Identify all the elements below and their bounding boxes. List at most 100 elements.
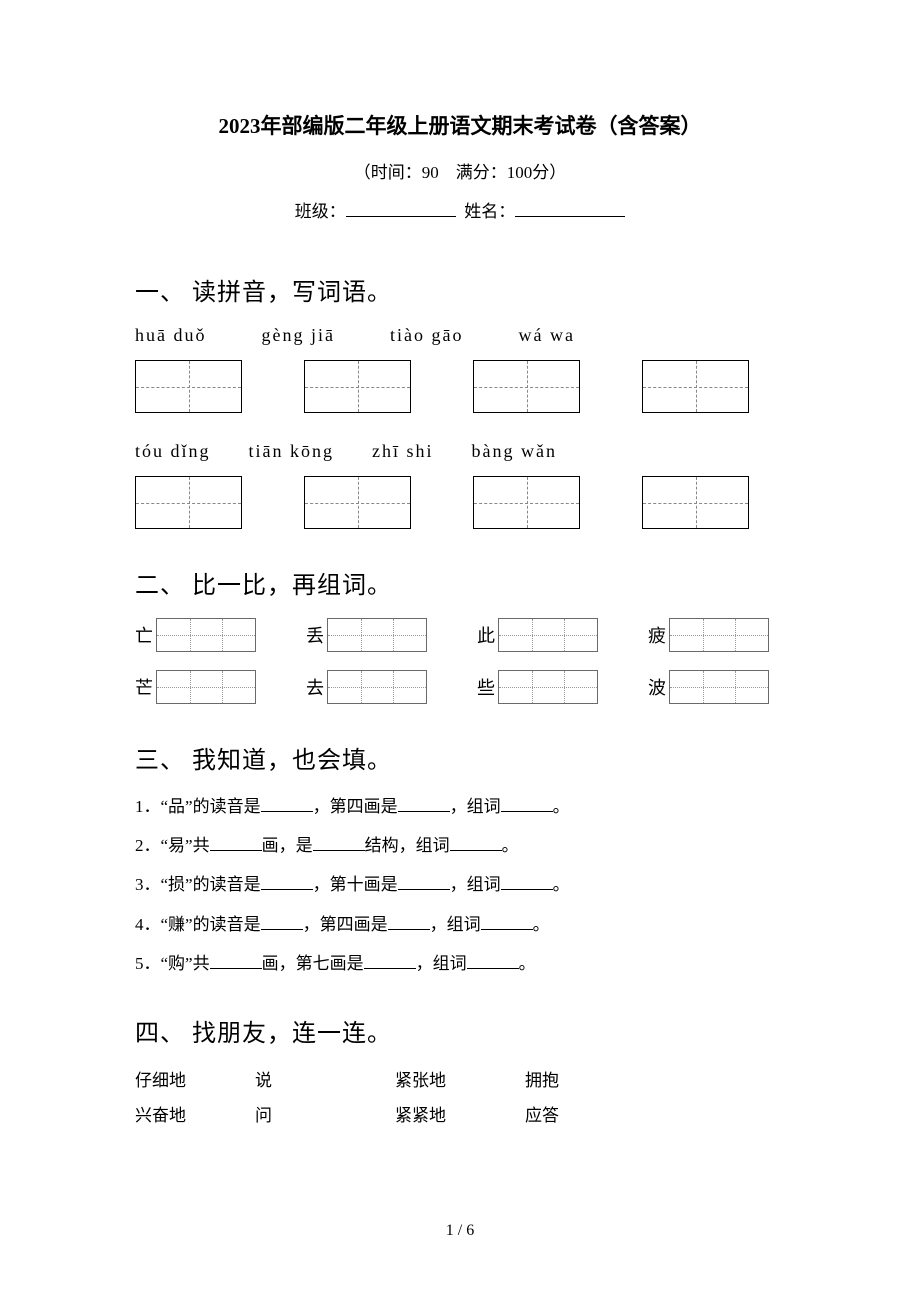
section-4: 四、 找朋友，连一连。 仔细地 说 紧张地 拥抱 兴奋地 问 紧紧地 应答 xyxy=(135,1013,785,1126)
fill-line-1: 1．“品”的读音是，第四画是，组词。 xyxy=(135,793,785,820)
blank xyxy=(388,914,430,930)
compare-item: 丢 xyxy=(306,618,427,652)
page-number: 1 / 6 xyxy=(0,1222,920,1240)
fill-line-3: 3．“损”的读音是，第十画是，组词。 xyxy=(135,871,785,898)
compare-box xyxy=(156,670,256,704)
blank xyxy=(450,835,502,851)
compare-item: 些 xyxy=(477,670,598,704)
class-label: 班级： xyxy=(295,202,346,221)
blank xyxy=(261,874,313,890)
box-row-2 xyxy=(135,476,785,529)
match-word: 问 xyxy=(255,1101,395,1126)
match-word: 紧紧地 xyxy=(395,1101,525,1126)
q-num: 1． xyxy=(135,797,161,816)
q-num: 4． xyxy=(135,915,161,934)
blank xyxy=(210,953,262,969)
q-text: 。 xyxy=(553,797,570,816)
blank xyxy=(398,796,450,812)
blank xyxy=(364,953,416,969)
compare-box xyxy=(669,618,769,652)
write-box xyxy=(135,360,242,413)
fill-line-4: 4．“赚”的读音是，第四画是，组词。 xyxy=(135,911,785,938)
write-box xyxy=(473,476,580,529)
compare-item: 疲 xyxy=(648,618,769,652)
section-1: 一、 读拼音，写词语。 huā duǒ gèng jiā tiào gāo wá… xyxy=(135,272,785,529)
q-num: 3． xyxy=(135,875,161,894)
compare-char: 些 xyxy=(477,674,495,700)
section-4-heading: 四、 找朋友，连一连。 xyxy=(135,1013,785,1048)
compare-item: 此 xyxy=(477,618,598,652)
pinyin-row-1: huā duǒ gèng jiā tiào gāo wá wa xyxy=(135,325,785,346)
write-box xyxy=(642,476,749,529)
compare-box xyxy=(327,618,427,652)
compare-row-1: 亡 丢 此 疲 xyxy=(135,618,785,652)
compare-item: 波 xyxy=(648,670,769,704)
blank xyxy=(261,914,303,930)
match-word: 说 xyxy=(255,1066,395,1091)
compare-char: 去 xyxy=(306,674,324,700)
name-label: 姓名： xyxy=(464,202,515,221)
fill-line-5: 5．“购”共画，第七画是，组词。 xyxy=(135,950,785,977)
compare-char: 波 xyxy=(648,674,666,700)
match-row-1: 仔细地 说 紧张地 拥抱 xyxy=(135,1066,785,1091)
pinyin: huā duǒ xyxy=(135,325,207,346)
q-text: 结构，组词 xyxy=(365,836,450,855)
pinyin: gèng jiā xyxy=(262,325,335,346)
compare-char: 此 xyxy=(477,622,495,648)
write-box xyxy=(304,360,411,413)
pinyin: tiān kōng xyxy=(249,441,335,462)
q-text: ，第四画是 xyxy=(313,797,398,816)
compare-item: 亡 xyxy=(135,618,256,652)
write-box xyxy=(304,476,411,529)
section-3: 三、 我知道，也会填。 1．“品”的读音是，第四画是，组词。 2．“易”共画，是… xyxy=(135,740,785,977)
q-text: ，组词 xyxy=(450,875,501,894)
compare-char: 亡 xyxy=(135,622,153,648)
box-row-1 xyxy=(135,360,785,413)
q-text: 。 xyxy=(519,954,536,973)
q-text: “品”的读音是 xyxy=(161,797,261,816)
info-line: 班级： 姓名： xyxy=(135,197,785,222)
q-text: 。 xyxy=(553,875,570,894)
pinyin: tiào gāo xyxy=(390,325,463,346)
write-box xyxy=(642,360,749,413)
section-1-heading: 一、 读拼音，写词语。 xyxy=(135,272,785,307)
section-2: 二、 比一比，再组词。 亡 丢 此 疲 芒 去 些 波 xyxy=(135,565,785,704)
compare-row-2: 芒 去 些 波 xyxy=(135,670,785,704)
compare-box xyxy=(327,670,427,704)
q-text: “购”共 xyxy=(161,954,210,973)
match-word: 兴奋地 xyxy=(135,1101,255,1126)
match-word: 紧张地 xyxy=(395,1066,525,1091)
pinyin: zhī shi xyxy=(372,441,434,462)
compare-box xyxy=(156,618,256,652)
q-text: “易”共 xyxy=(161,836,210,855)
doc-subtitle: （时间：90 满分：100分） xyxy=(135,158,785,183)
fill-line-2: 2．“易”共画，是结构，组词。 xyxy=(135,832,785,859)
compare-char: 疲 xyxy=(648,622,666,648)
pinyin: tóu dǐng xyxy=(135,441,211,462)
q-text: 。 xyxy=(533,915,550,934)
blank xyxy=(398,874,450,890)
blank xyxy=(467,953,519,969)
q-text: 。 xyxy=(502,836,519,855)
q-num: 5． xyxy=(135,954,161,973)
compare-box xyxy=(669,670,769,704)
blank xyxy=(501,874,553,890)
blank xyxy=(261,796,313,812)
q-text: ，第四画是 xyxy=(303,915,388,934)
match-row-2: 兴奋地 问 紧紧地 应答 xyxy=(135,1101,785,1126)
compare-box xyxy=(498,618,598,652)
blank xyxy=(210,835,262,851)
compare-box xyxy=(498,670,598,704)
q-text: “赚”的读音是 xyxy=(161,915,261,934)
q-num: 2． xyxy=(135,836,161,855)
q-text: “损”的读音是 xyxy=(161,875,261,894)
name-blank xyxy=(515,199,625,217)
compare-item: 芒 xyxy=(135,670,256,704)
pinyin: wá wa xyxy=(518,325,574,346)
blank xyxy=(313,835,365,851)
match-word: 拥抱 xyxy=(525,1066,625,1091)
blank xyxy=(481,914,533,930)
q-text: 画，第七画是 xyxy=(262,954,364,973)
doc-title: 2023年部编版二年级上册语文期末考试卷（含答案） xyxy=(135,110,785,140)
match-word: 仔细地 xyxy=(135,1066,255,1091)
